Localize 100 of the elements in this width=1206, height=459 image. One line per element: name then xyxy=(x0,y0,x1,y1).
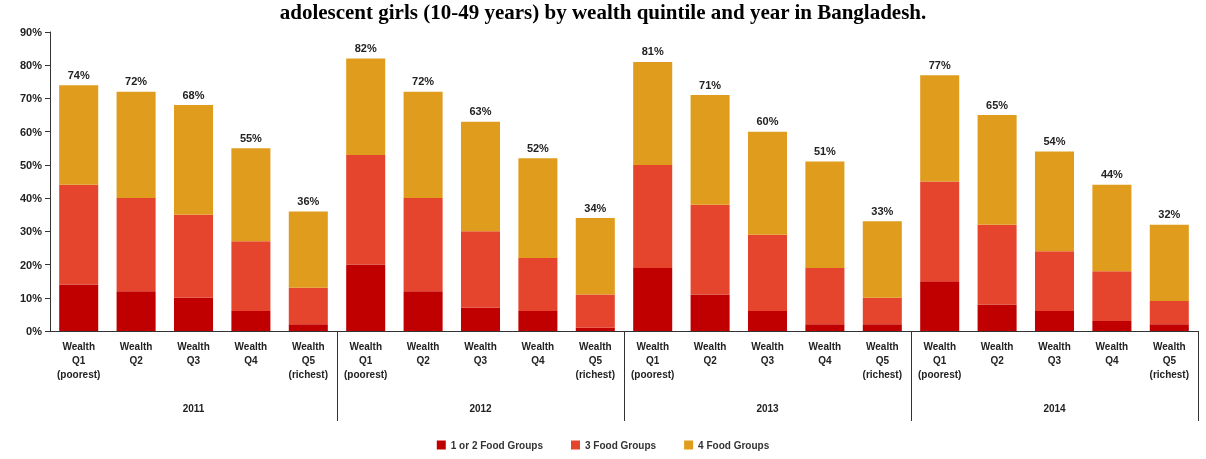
bar xyxy=(116,91,156,199)
bar xyxy=(59,85,99,185)
x-tick-label: Wealth Q1 (poorest) xyxy=(918,340,962,380)
bar xyxy=(346,58,386,155)
x-tick-label: Wealth Q4 xyxy=(521,340,555,366)
y-tick-label: 40% xyxy=(19,192,43,205)
x-tick-label: Wealth Q1 (poorest) xyxy=(344,340,388,380)
legend-label: 1 or 2 Food Groups xyxy=(450,439,544,451)
bar xyxy=(231,311,271,331)
bar xyxy=(977,304,1017,331)
bar xyxy=(920,75,960,182)
total-label: 77% xyxy=(928,58,951,71)
x-tick-label: Wealth Q3 xyxy=(464,340,497,366)
y-tick-label: 30% xyxy=(19,225,43,238)
bar xyxy=(59,284,99,331)
bar xyxy=(1149,301,1189,325)
x-tick-label: Wealth Q2 xyxy=(119,340,153,366)
x-tick-label: Wealth Q4 xyxy=(808,340,842,366)
bar xyxy=(518,311,558,331)
y-tick-label: 0% xyxy=(26,325,43,337)
bar xyxy=(862,221,902,298)
text: 2013 xyxy=(756,402,780,414)
bar xyxy=(116,198,156,292)
y-tick-label: 20% xyxy=(19,258,43,271)
x-tick-label: Wealth Q2 xyxy=(693,340,727,366)
bar xyxy=(403,291,443,331)
total-label: 36% xyxy=(297,194,320,207)
bar xyxy=(1034,311,1075,331)
bar xyxy=(346,264,386,331)
bar xyxy=(575,294,615,328)
text: 2014 xyxy=(1043,402,1067,414)
y-tick-label: 80% xyxy=(19,59,43,72)
bar xyxy=(460,231,501,308)
bar xyxy=(805,267,845,325)
bar xyxy=(288,287,328,325)
total-label: 55% xyxy=(239,131,263,144)
x-tick-label: Wealth Q5 (richest) xyxy=(862,340,903,380)
bar xyxy=(346,154,386,265)
bar xyxy=(173,105,214,215)
chart-title: adolescent girls (10-49 years) by wealth quintile and year in Bangladesh. xyxy=(279,0,927,24)
bar xyxy=(575,218,615,295)
total-label: 71% xyxy=(699,78,722,91)
bar xyxy=(59,184,99,285)
bar xyxy=(747,234,788,312)
bar xyxy=(231,148,271,242)
bar xyxy=(518,158,558,258)
x-tick-label: Wealth Q1 (poorest) xyxy=(631,340,675,380)
bar xyxy=(460,121,501,232)
bar xyxy=(288,211,328,288)
total-label: 54% xyxy=(1043,135,1066,148)
total-label: 32% xyxy=(1158,208,1181,221)
bar xyxy=(116,291,156,331)
bar xyxy=(231,241,271,312)
bar xyxy=(805,324,845,331)
x-tick-label: Wealth Q2 xyxy=(980,340,1014,366)
bar xyxy=(518,257,558,312)
bar xyxy=(1092,271,1132,322)
bar xyxy=(288,324,328,331)
bar xyxy=(575,327,615,331)
total-label: 74% xyxy=(67,68,90,81)
bar xyxy=(633,267,673,331)
bar xyxy=(403,198,443,292)
bar xyxy=(977,224,1017,305)
total-label: 52% xyxy=(526,141,550,154)
total-label: 68% xyxy=(182,88,205,101)
bar xyxy=(1149,324,1189,331)
x-tick-label: Wealth Q2 xyxy=(406,340,440,366)
text: 2012 xyxy=(469,402,493,414)
bar xyxy=(1092,321,1132,331)
x-tick-label: Wealth Q5 (richest) xyxy=(288,340,329,380)
x-tick-label: Wealth Q3 xyxy=(177,340,210,366)
legend-label: 3 Food Groups xyxy=(585,439,657,451)
bar xyxy=(977,115,1017,225)
x-tick-label: Wealth Q4 xyxy=(1095,340,1129,366)
y-tick-label: 50% xyxy=(19,158,43,171)
bar xyxy=(690,204,730,295)
bar xyxy=(173,214,214,298)
bar xyxy=(690,294,730,331)
y-tick-label: 90% xyxy=(19,26,43,38)
bar xyxy=(1092,184,1132,272)
total-label: 60% xyxy=(756,115,779,128)
bar xyxy=(403,91,443,199)
total-label: 82% xyxy=(354,42,377,55)
y-tick-label: 60% xyxy=(19,125,43,138)
y-tick-label: 10% xyxy=(19,291,43,304)
legend-label: 4 Food Groups xyxy=(698,439,770,451)
total-label: 63% xyxy=(469,105,492,118)
total-label: 44% xyxy=(1100,168,1124,181)
bar xyxy=(1034,151,1075,252)
bar xyxy=(747,131,788,235)
bar xyxy=(173,297,214,331)
total-label: 34% xyxy=(584,201,607,214)
bar xyxy=(862,297,902,325)
x-tick-label: Wealth Q3 xyxy=(751,340,784,366)
x-tick-label: Wealth Q5 (richest) xyxy=(1149,340,1190,380)
total-label: 33% xyxy=(871,204,894,217)
bar xyxy=(690,95,730,205)
bar xyxy=(460,307,501,331)
x-tick-label: Wealth Q3 xyxy=(1038,340,1071,366)
bar xyxy=(633,61,673,165)
